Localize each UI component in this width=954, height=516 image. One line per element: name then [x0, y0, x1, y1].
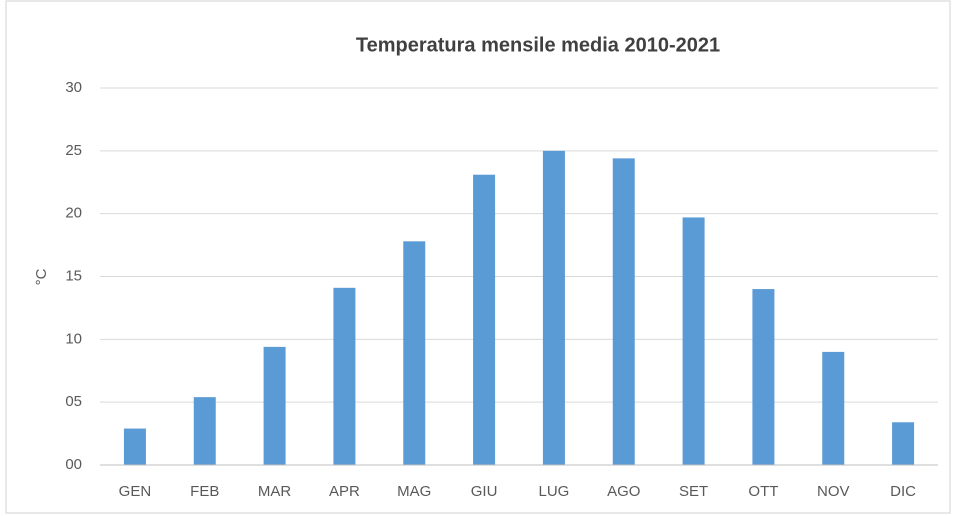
- bar: [892, 422, 915, 465]
- x-tick-label: LUG: [538, 483, 569, 500]
- bar: [403, 241, 426, 465]
- x-tick-label: SET: [679, 483, 708, 500]
- bar: [682, 217, 705, 465]
- bar: [263, 346, 286, 465]
- y-tick-label: 00: [65, 456, 82, 473]
- bar: [822, 351, 845, 465]
- y-tick-label: 20: [65, 205, 82, 222]
- y-tick-label: 10: [65, 330, 82, 347]
- y-tick-label: 30: [65, 79, 82, 96]
- bar: [193, 397, 216, 465]
- y-tick-label: 05: [65, 393, 82, 410]
- x-tick-label: AGO: [607, 483, 640, 500]
- x-tick-label: DIC: [890, 483, 916, 500]
- x-tick-label: MAR: [258, 483, 292, 500]
- x-tick-label: FEB: [190, 483, 219, 500]
- y-tick-label: 25: [65, 142, 82, 159]
- bar: [612, 158, 635, 465]
- x-tick-label: OTT: [748, 483, 778, 500]
- chart-title: Temperatura mensile media 2010-2021: [356, 34, 720, 56]
- bar: [473, 174, 496, 465]
- x-tick-label: GEN: [119, 483, 152, 500]
- bar: [333, 287, 356, 465]
- x-tick-label: MAG: [397, 483, 431, 500]
- bar: [542, 150, 565, 466]
- y-axis-label: °C: [33, 268, 50, 285]
- x-tick-label: GIU: [471, 483, 498, 500]
- x-tick-label: APR: [329, 483, 360, 500]
- x-tick-label: NOV: [817, 483, 850, 500]
- y-tick-label: 15: [65, 267, 82, 284]
- bar: [752, 289, 775, 465]
- bar: [123, 428, 146, 465]
